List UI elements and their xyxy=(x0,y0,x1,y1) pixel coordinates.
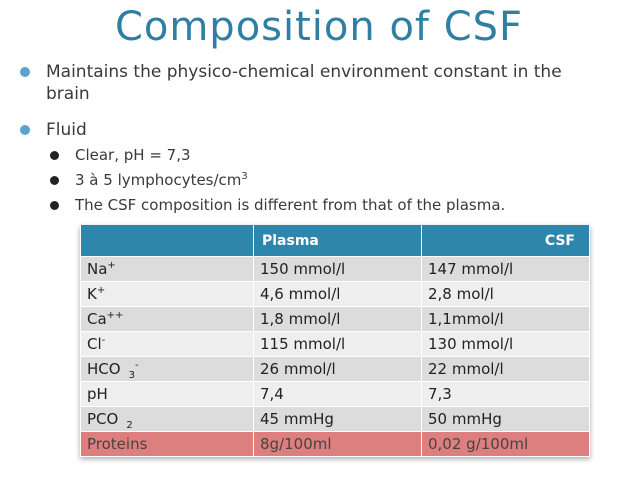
table-row: PCO 2 45 mmHg 50 mmHg xyxy=(80,406,590,432)
csf-value: 22 mmol/l xyxy=(421,356,590,382)
bullet-text-1: Maintains the physico-chemical environme… xyxy=(46,62,562,104)
csf-value: 2,8 mol/l xyxy=(421,281,590,307)
row-label: Cl- xyxy=(80,331,254,357)
csf-value: 147 mmol/l xyxy=(421,256,590,282)
row-label: Na+ xyxy=(80,256,254,282)
composition-table: Plasma CSF Na+ 150 mmol/l 147 mmol/l K+ 4,6 … xyxy=(80,225,590,457)
row-label: pH xyxy=(80,381,254,407)
table-body: Na+ 150 mmol/l 147 mmol/l K+ 4,6 mmol/l 2,8 m… xyxy=(80,256,590,457)
sub-bullet-1: Clear, pH = 7,3 xyxy=(50,146,191,165)
csf-value: 7,3 xyxy=(421,381,590,407)
sub-bullet-text-1: Clear, pH = 7,3 xyxy=(75,146,191,164)
row-label: K+ xyxy=(80,281,254,307)
header-empty xyxy=(80,225,254,257)
row-label: Proteins xyxy=(80,431,254,457)
csf-value: 0,02 g/100ml xyxy=(421,431,590,457)
plasma-value: 8g/100ml xyxy=(253,431,422,457)
table-row: Na+ 150 mmol/l 147 mmol/l xyxy=(80,256,590,282)
sub-bullet-3: The CSF composition is different from th… xyxy=(50,196,505,215)
row-label: Ca++ xyxy=(80,306,254,332)
slide-title: Composition of CSF xyxy=(114,4,524,50)
bullet-dot-icon xyxy=(50,151,59,160)
table-row: HCO 3- 26 mmol/l 22 mmol/l xyxy=(80,356,590,382)
table-row: Ca++ 1,8 mmol/l 1,1mmol/l xyxy=(80,306,590,332)
csf-value: 1,1mmol/l xyxy=(421,306,590,332)
bullet-dot-icon xyxy=(50,201,59,210)
bullet-dot-icon xyxy=(20,125,30,135)
bullet-item-1: Maintains the physico-chemical environme… xyxy=(20,61,620,105)
table-row: Cl- 115 mmol/l 130 mmol/l xyxy=(80,331,590,357)
sub-bullet-text-3: The CSF composition is different from th… xyxy=(75,196,506,214)
csf-value: 50 mmHg xyxy=(421,406,590,432)
plasma-value: 7,4 xyxy=(253,381,422,407)
sub-bullet-2: 3 à 5 lymphocytes/cm3 xyxy=(50,171,248,190)
bullet-dot-icon xyxy=(50,176,59,185)
bullet-dot-icon xyxy=(20,67,30,77)
csf-value: 130 mmol/l xyxy=(421,331,590,357)
plasma-value: 150 mmol/l xyxy=(253,256,422,282)
row-label: PCO 2 xyxy=(80,406,254,432)
table-row: pH 7,4 7,3 xyxy=(80,381,590,407)
plasma-value: 1,8 mmol/l xyxy=(253,306,422,332)
sub-bullet-text-2: 3 à 5 lymphocytes/cm3 xyxy=(75,171,248,189)
table-row: Proteins 8g/100ml 0,02 g/100ml xyxy=(80,431,590,457)
header-csf: CSF xyxy=(421,225,590,257)
row-label: HCO 3- xyxy=(80,356,254,382)
plasma-value: 115 mmol/l xyxy=(253,331,422,357)
table-row: K+ 4,6 mmol/l 2,8 mol/l xyxy=(80,281,590,307)
plasma-value: 4,6 mmol/l xyxy=(253,281,422,307)
header-plasma: Plasma xyxy=(253,225,422,257)
plasma-value: 26 mmol/l xyxy=(253,356,422,382)
table-header-row: Plasma CSF xyxy=(80,225,590,257)
plasma-value: 45 mmHg xyxy=(253,406,422,432)
bullet-text-2: Fluid xyxy=(46,120,87,140)
bullet-item-2: Fluid xyxy=(20,119,87,141)
